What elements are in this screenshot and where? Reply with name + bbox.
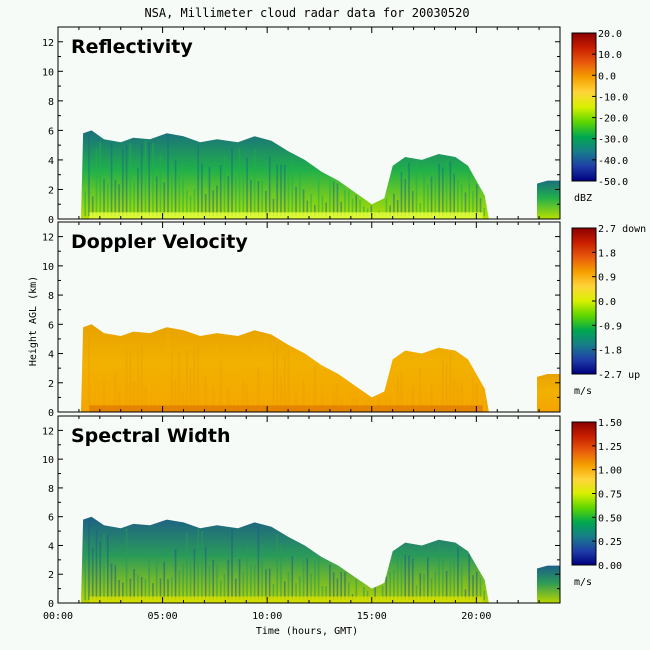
panel-3: 0 2 4 6 8 10 12 00:00 05:00 10:00 15:00 20:00 Spectr… [42, 415, 622, 622]
y-tick-label: 8 [48, 97, 54, 108]
panel-label: Reflectivity [71, 36, 193, 58]
colorbar-tick-label: 1.00 [598, 466, 622, 477]
y-tick-label: 0 [48, 215, 54, 226]
y-tick-label: 0 [48, 599, 54, 610]
colorbar-tick-label: -2.7 up [598, 370, 640, 381]
colorbar-tick-label: -30.0 [598, 135, 628, 146]
colorbar-tick-label: -50.0 [598, 177, 628, 188]
y-tick-label: 2 [48, 570, 54, 581]
colorbar-units: m/s [574, 386, 592, 397]
y-tick-label: 12 [42, 233, 54, 244]
colorbar-tick-label: 10.0 [598, 50, 622, 61]
x-tick-label: 15:00 [357, 611, 387, 622]
x-tick-label: 10:00 [252, 611, 282, 622]
y-tick-label: 4 [48, 156, 54, 167]
panel-2: 0 2 4 6 8 10 12 Doppler Velocity 2.7 down 1.8 0.9 0… [42, 221, 646, 419]
x-axis-label: Time (hours, GMT) [256, 626, 358, 637]
echo-texture [84, 133, 486, 217]
colorbar-units: m/s [574, 577, 592, 588]
y-tick-label: 6 [48, 320, 54, 331]
colorbar-tick-label: 0.0 [598, 297, 616, 308]
y-tick-label: 2 [48, 185, 54, 196]
y-tick-label: 8 [48, 484, 54, 495]
echo-late [537, 565, 560, 603]
y-tick-label: 6 [48, 126, 54, 137]
colorbar-units: dBZ [574, 193, 592, 204]
colorbar-tick-label: 0.0 [598, 71, 616, 82]
echo-texture [84, 330, 486, 410]
y-tick-label: 10 [42, 67, 54, 78]
colorbar-tick-label: -10.0 [598, 92, 628, 103]
y-tick-label: 10 [42, 455, 54, 466]
colorbar-tick-label: 1.25 [598, 442, 622, 453]
panel-1: 0 2 4 6 8 10 12 Reflectivity 20.0 10.0 0.0 -10.0 -20… [42, 26, 628, 226]
surface-band [89, 212, 483, 219]
colorbar-tick-label: -20.0 [598, 114, 628, 125]
y-tick-label: 4 [48, 350, 54, 361]
colorbar-tick-label: 0.75 [598, 490, 622, 501]
y-tick-label: 12 [42, 426, 54, 437]
colorbar-tick-label: 1.8 [598, 248, 616, 259]
x-tick-label: 05:00 [148, 611, 178, 622]
y-tick-label: 10 [42, 262, 54, 273]
x-tick-label: 00:00 [43, 611, 73, 622]
colorbar-tick-label: 20.0 [598, 29, 622, 40]
y-axis-label: Height AGL (km) [28, 276, 39, 366]
surface-band [89, 596, 483, 603]
colorbar-tick-label: -0.9 [598, 321, 622, 332]
echo-late [537, 374, 560, 412]
colorbar-tick-label: 0.00 [598, 561, 622, 572]
y-tick-label: 2 [48, 379, 54, 390]
colorbar-tick-label: 0.9 [598, 273, 616, 284]
figure-title: NSA, Millimeter cloud radar data for 200… [144, 6, 469, 20]
colorbar-tick-label: 1.50 [598, 418, 622, 429]
panel-label: Doppler Velocity [71, 231, 248, 253]
colorbar-tick-label: 2.7 down [598, 224, 646, 235]
surface-band [89, 405, 483, 412]
colorbar-tick-label: 0.25 [598, 537, 622, 548]
echo-late [537, 180, 560, 219]
panel-label: Spectral Width [71, 425, 231, 447]
y-tick-label: 4 [48, 541, 54, 552]
colorbar-tick-label: -40.0 [598, 156, 628, 167]
y-tick-label: 8 [48, 291, 54, 302]
colorbar-tick-label: -1.8 [598, 346, 622, 357]
y-tick-label: 0 [48, 408, 54, 419]
colorbar-tick-label: 0.50 [598, 513, 622, 524]
y-tick-label: 6 [48, 513, 54, 524]
y-tick-label: 12 [42, 38, 54, 49]
x-tick-label: 20:00 [461, 611, 491, 622]
colorbar [571, 32, 597, 182]
